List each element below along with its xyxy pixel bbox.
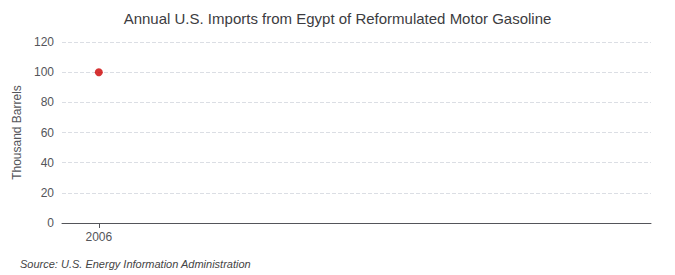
- svg-text:Thousand Barrels: Thousand Barrels: [10, 85, 24, 180]
- svg-text:0: 0: [47, 216, 54, 230]
- svg-text:40: 40: [41, 156, 55, 170]
- svg-text:100: 100: [34, 65, 54, 79]
- svg-text:60: 60: [41, 126, 55, 140]
- svg-text:Annual U.S. Imports from Egypt: Annual U.S. Imports from Egypt of Reform…: [124, 10, 552, 27]
- svg-text:20: 20: [41, 186, 55, 200]
- svg-text:2006: 2006: [85, 230, 112, 244]
- svg-text:Source: U.S. Energy Informatio: Source: U.S. Energy Information Administ…: [20, 258, 251, 270]
- svg-text:120: 120: [34, 35, 54, 49]
- svg-text:80: 80: [41, 95, 55, 109]
